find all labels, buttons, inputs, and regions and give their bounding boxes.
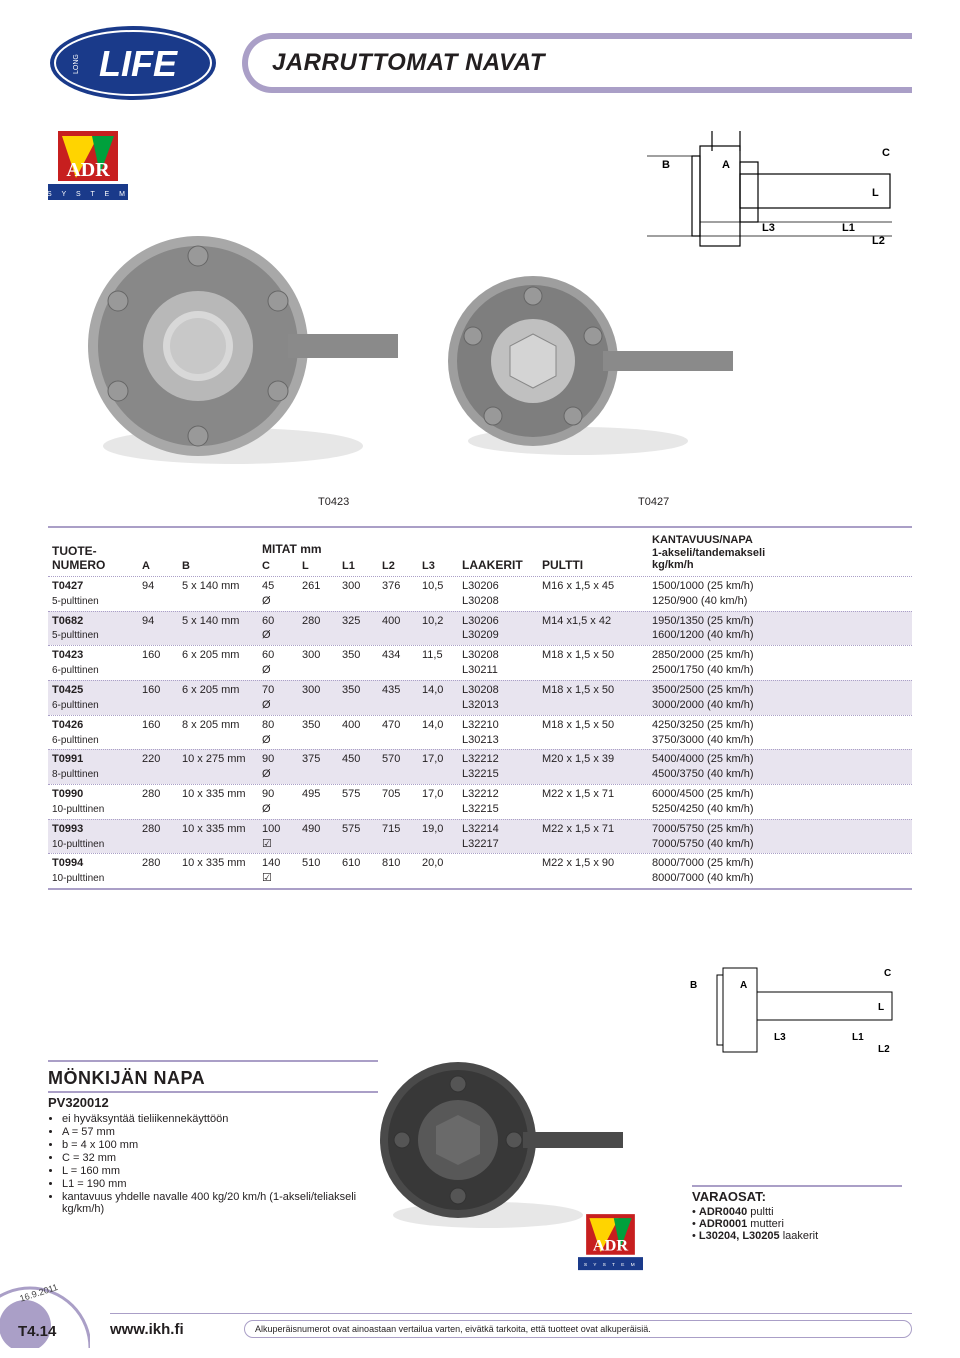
th-pultti: PULTTI <box>542 558 652 572</box>
list-item: A = 57 mm <box>62 1126 378 1138</box>
svg-text:S Y S T E M: S Y S T E M <box>48 191 128 198</box>
svg-text:ADR: ADR <box>593 1237 628 1255</box>
svg-text:L2: L2 <box>872 235 885 247</box>
svg-text:L: L <box>878 1002 884 1013</box>
table-row: T09918-pulttinen22010 x 275 mm90 Ø375450… <box>48 749 912 784</box>
adr-logo: S Y S T E M ADR <box>48 126 128 206</box>
svg-text:C: C <box>884 968 891 979</box>
page-title: JARRUTTOMAT NAVAT <box>248 39 912 87</box>
th-l1: L1 <box>342 560 382 572</box>
footer: 16.9.2011 T4.14 www.ikh.fi Alkuperäisnum… <box>0 1313 960 1338</box>
longlife-logo: LIFE LONG <box>48 24 218 102</box>
svg-text:B: B <box>690 980 697 991</box>
spec-table: TUOTE- NUMERO A B MITAT mm C L L1 L2 L3 … <box>48 526 912 890</box>
list-item: ADR0040 pultti <box>692 1206 902 1218</box>
svg-text:ADR: ADR <box>66 159 110 181</box>
lower-section: B A C L L1 L2 L3 MÖNKIJÄN NAPA PV3200 <box>48 930 912 1330</box>
table-row: T099410-pulttinen28010 x 335 mm140 ☑5106… <box>48 853 912 888</box>
footer-url: www.ikh.fi <box>110 1321 220 1338</box>
list-item: L = 160 mm <box>62 1165 378 1177</box>
svg-text:L2: L2 <box>878 1044 890 1055</box>
monkija-list: ei hyväksyntää tieliikennekäyttöönA = 57… <box>48 1110 378 1215</box>
th-b: B <box>182 560 262 572</box>
th-laakerit: LAAKERIT <box>462 558 542 572</box>
varaosat-title: VARAOSAT: <box>692 1187 902 1204</box>
footer-note: Alkuperäisnumerot ovat ainoastaan vertai… <box>244 1320 912 1338</box>
table-row: T04236-pulttinen1606 x 205 mm60 Ø3003504… <box>48 645 912 680</box>
th-kant: KANTAVUUS/NAPA 1-akseli/tandemakseli kg/… <box>652 534 822 572</box>
hub-label-right: T0427 <box>638 496 669 508</box>
svg-text:L3: L3 <box>762 222 775 234</box>
table-row: T04256-pulttinen1606 x 205 mm70 Ø3003504… <box>48 680 912 715</box>
hub-image-t0423 <box>68 206 398 486</box>
list-item: C = 32 mm <box>62 1152 378 1164</box>
th-a: A <box>142 560 182 572</box>
th-l3: L3 <box>422 560 462 572</box>
svg-text:L: L <box>872 187 879 199</box>
list-item: kantavuus yhdelle navalle 400 kg/20 km/h… <box>62 1191 378 1215</box>
hub-image-t0427 <box>428 256 738 466</box>
svg-text:S Y S T E M: S Y S T E M <box>584 1262 637 1268</box>
table-row: T04275-pulttinen945 x 140 mm45 Ø26130037… <box>48 576 912 611</box>
table-row: T099310-pulttinen28010 x 335 mm100 ☑4905… <box>48 819 912 854</box>
svg-text:LIFE: LIFE <box>99 43 178 84</box>
svg-text:B: B <box>662 159 670 171</box>
svg-text:A: A <box>740 980 747 991</box>
hub-label-left: T0423 <box>318 496 349 508</box>
th-l: L <box>302 560 342 572</box>
table-header: TUOTE- NUMERO A B MITAT mm C L L1 L2 L3 … <box>48 528 912 576</box>
list-item: ADR0001 mutteri <box>692 1218 902 1230</box>
list-item: ei hyväksyntää tieliikennekäyttöön <box>62 1113 378 1125</box>
monkija-title: MÖNKIJÄN NAPA <box>48 1060 378 1091</box>
table-row: T04266-pulttinen1608 x 205 mm80 Ø3504004… <box>48 715 912 750</box>
svg-text:C: C <box>882 147 890 159</box>
list-item: b = 4 x 100 mm <box>62 1139 378 1151</box>
svg-text:L1: L1 <box>852 1032 864 1043</box>
hero-area: S Y S T E M ADR B A C L L1 L2 <box>48 126 912 506</box>
list-item: L1 = 190 mm <box>62 1178 378 1190</box>
page-number: T4.14 <box>18 1323 56 1340</box>
table-row: T099010-pulttinen28010 x 335 mm90 Ø49557… <box>48 784 912 819</box>
svg-text:L1: L1 <box>842 222 855 234</box>
varaosat-box: VARAOSAT: ADR0040 pulttiADR0001 mutteriL… <box>692 1185 902 1242</box>
table-body: T04275-pulttinen945 x 140 mm45 Ø26130037… <box>48 576 912 888</box>
list-item: L30204, L30205 laakerit <box>692 1230 902 1242</box>
svg-text:A: A <box>722 159 730 171</box>
th-l2: L2 <box>382 560 422 572</box>
dimension-diagram-bottom: B A C L L1 L2 L3 <box>622 950 902 1070</box>
table-row: T06825-pulttinen945 x 140 mm60 Ø28032540… <box>48 611 912 646</box>
monkija-code: PV320012 <box>48 1091 378 1110</box>
th-c: C <box>262 560 270 572</box>
svg-text:LONG: LONG <box>73 54 80 74</box>
svg-text:L3: L3 <box>774 1032 786 1043</box>
adr-logo-small: S Y S T E M ADR <box>578 1210 643 1275</box>
title-banner: JARRUTTOMAT NAVAT <box>242 33 912 93</box>
header: LIFE LONG JARRUTTOMAT NAVAT <box>48 24 912 102</box>
th-code: TUOTE- NUMERO <box>52 544 142 572</box>
monkija-box: MÖNKIJÄN NAPA PV320012 ei hyväksyntää ti… <box>48 1060 378 1216</box>
th-mitat: MITAT mm <box>262 542 322 556</box>
dimension-diagram-top: B A C L L1 L2 L3 <box>582 126 902 266</box>
varaosat-list: ADR0040 pulttiADR0001 mutteriL30204, L30… <box>692 1204 902 1242</box>
